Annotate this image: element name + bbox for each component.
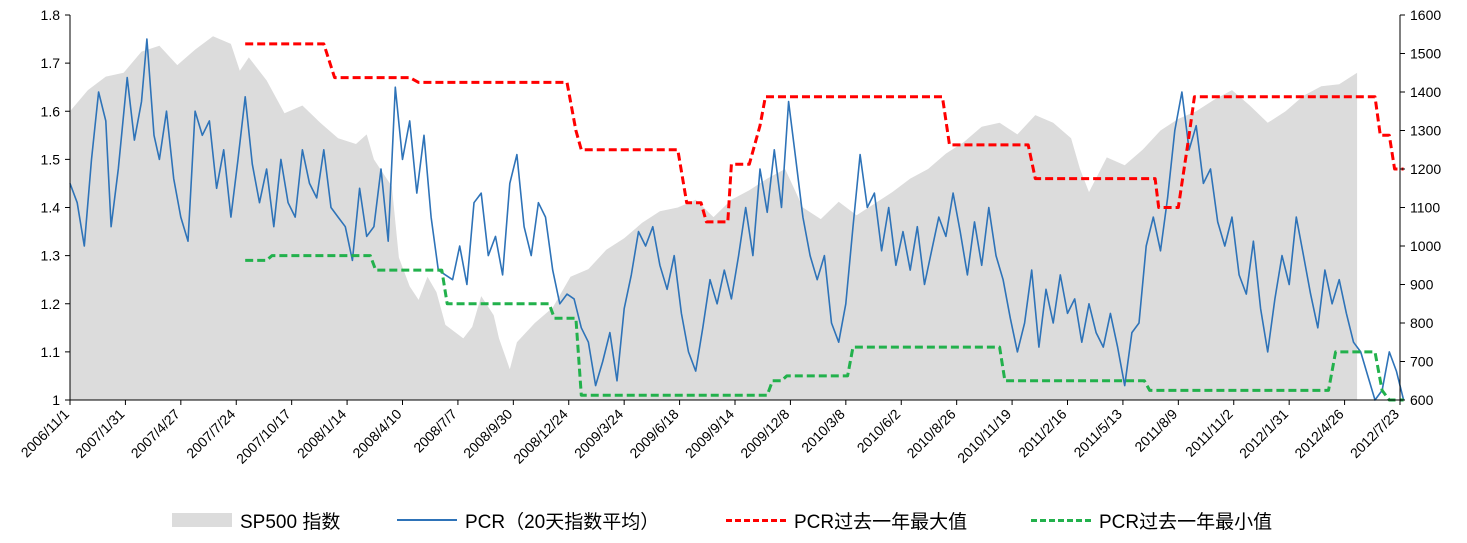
- x-tick-label: 2009/3/24: [571, 406, 627, 462]
- legend-item-pcr: PCR（20天指数平均）: [397, 505, 659, 535]
- pcr-min-line: [245, 254, 1404, 402]
- y-left-tick-label: 1.4: [41, 200, 61, 216]
- x-tick-label: 2009/12/8: [737, 406, 793, 462]
- legend-item-sp500: SP500 指数: [172, 505, 340, 535]
- x-tick-label: 2011/2/16: [1015, 406, 1070, 461]
- x-tick-label: 2010/3/8: [798, 406, 848, 456]
- x-tick-label: 2012/1/31: [1236, 406, 1292, 462]
- legend-swatch-pcr-min: [1031, 518, 1091, 522]
- y-right-tick-label: 1000: [1410, 238, 1441, 254]
- y-right-tick-label: 1400: [1410, 84, 1441, 100]
- y-left-tick-label: 1.2: [41, 296, 61, 312]
- y-right-tick-label: 1100: [1410, 200, 1440, 216]
- y-right-tick-label: 1200: [1410, 161, 1441, 177]
- pcr-max-line: [245, 42, 1404, 224]
- x-tick-label: 2008/7/7: [410, 406, 460, 456]
- x-tick-label: 2010/6/2: [854, 406, 904, 456]
- legend-swatch-pcr: [397, 519, 457, 521]
- y-right-tick-label: 700: [1410, 354, 1434, 370]
- x-tick-label: 2009/6/18: [626, 406, 682, 462]
- legend-swatch-sp500: [172, 513, 232, 527]
- y-left-tick-label: 1.6: [41, 103, 61, 119]
- sp500-area: [70, 36, 1358, 400]
- series-lines-layer: [69, 38, 1405, 402]
- y-left-tick-label: 1.8: [41, 7, 61, 23]
- y-right-tick-label: 1500: [1410, 46, 1441, 62]
- x-tick-label: 2012/7/23: [1347, 406, 1403, 462]
- y-right-tick-label: 1600: [1410, 7, 1441, 23]
- legend-label-pcr: PCR（20天指数平均）: [465, 511, 660, 533]
- x-tick-label: 2008/9/30: [460, 406, 516, 462]
- y-left-tick-label: 1.1: [41, 344, 61, 360]
- y-left-tick-label: 1.7: [41, 55, 61, 71]
- pcr-line: [69, 38, 1405, 401]
- x-tick-label: 2006/11/1: [17, 406, 72, 461]
- y-right-tick-label: 1300: [1410, 123, 1441, 139]
- x-tick-label: 2008/4/10: [349, 406, 405, 462]
- x-tick-label: 2007/1/31: [72, 406, 128, 462]
- y-left-tick-label: 1.3: [41, 248, 61, 264]
- x-tick-label: 2010/8/26: [903, 406, 959, 462]
- legend-swatch-pcr-max: [726, 518, 786, 522]
- sp500-area-layer: [70, 36, 1358, 400]
- x-tick-label: 2007/10/17: [233, 406, 294, 467]
- x-tick-label: 2008/12/24: [510, 406, 571, 467]
- legend-item-pcr-max: PCR过去一年最大值: [726, 505, 967, 535]
- y-left-tick-label: 1: [52, 392, 60, 408]
- legend-label-pcr-max: PCR过去一年最大值: [794, 511, 968, 533]
- x-tick-label: 2011/8/9: [1131, 406, 1180, 455]
- x-tick-label: 2007/7/24: [183, 406, 239, 462]
- y-right-tick-label: 900: [1410, 277, 1434, 293]
- x-tick-label: 2012/4/26: [1291, 406, 1347, 462]
- legend-label-pcr-min: PCR过去一年最小值: [1099, 511, 1273, 533]
- legend-item-pcr-min: PCR过去一年最小值: [1031, 505, 1272, 535]
- x-tick-label: 2007/4/27: [128, 406, 184, 462]
- x-tick-label: 2011/5/13: [1070, 406, 1125, 461]
- y-right-tick-label: 600: [1410, 392, 1434, 408]
- y-left-tick-label: 1.5: [41, 151, 61, 167]
- y-right-tick-label: 800: [1410, 315, 1434, 331]
- x-tick-label: 2009/9/14: [682, 406, 738, 462]
- legend: SP500 指数 PCR（20天指数平均） PCR过去一年最大值 PCR过去一年…: [0, 505, 1467, 535]
- x-tick-label: 2008/1/14: [294, 406, 350, 462]
- x-tick-label: 2011/11/2: [1182, 406, 1236, 460]
- legend-label-sp500: SP500 指数: [240, 511, 341, 533]
- x-tick-label: 2010/11/19: [954, 406, 1014, 466]
